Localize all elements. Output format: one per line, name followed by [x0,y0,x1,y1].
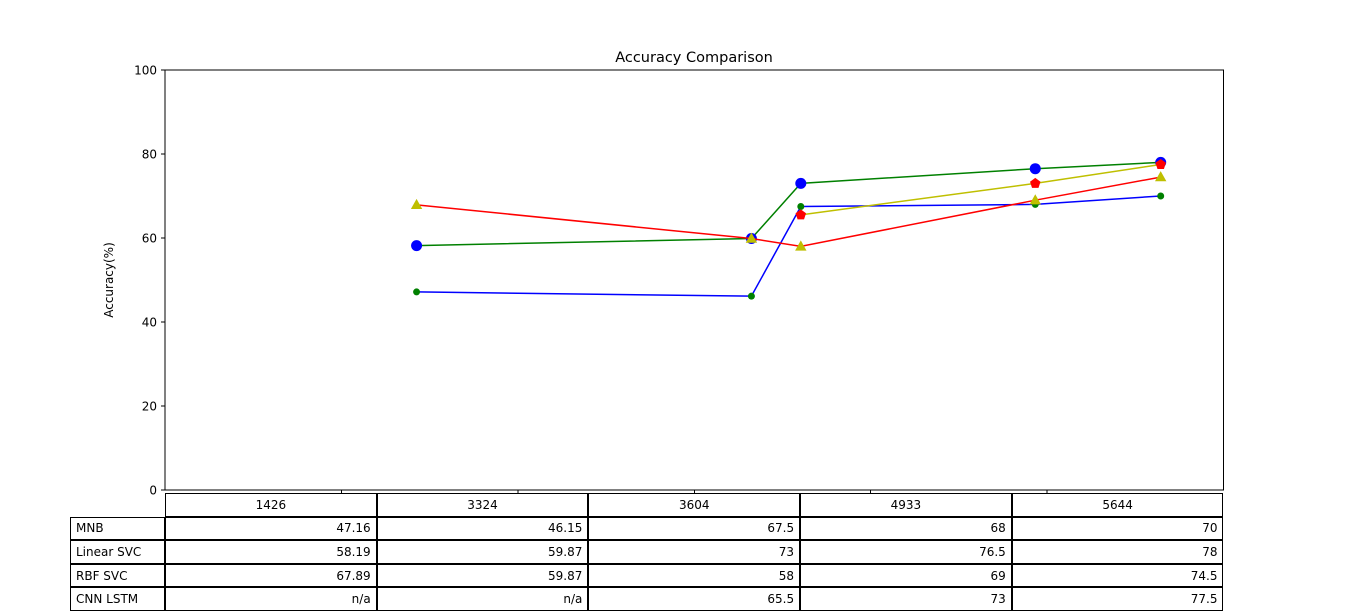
y-tick-label: 60 [142,232,157,246]
table-col-header: 3324 [376,493,589,517]
table-cell: 73 [800,587,1012,611]
series-marker-rbf-svc [410,198,423,210]
x-axis-ticks [340,490,1048,494]
plot-area-border [164,69,1224,491]
series-marker-linear-svc [1029,163,1041,175]
table-cell: 46.15 [376,516,589,541]
y-tick-label: 100 [134,64,157,78]
series-marker-rbf-svc [1154,171,1167,182]
table-cell: 69 [800,563,1012,588]
table-cell: 73 [588,540,801,564]
y-tick-label: 80 [142,148,157,162]
series-group [410,156,1167,300]
table-row-label: CNN LSTM [70,587,165,611]
series-marker-mnb [1157,192,1165,200]
table-cell: 68 [800,516,1012,541]
chart-title: Accuracy Comparison [615,50,773,66]
y-axis-ticks: 0 20 40 60 80 100 [134,64,165,498]
table-cell: 76.5 [800,540,1012,564]
table-cell: n/a [376,587,589,611]
table-col-header: 3604 [588,493,801,517]
series-marker-rbf-svc [795,240,807,251]
table-cell: 59.87 [376,563,589,588]
series-marker-cnn-lstm [1155,159,1166,169]
y-tick-label: 0 [149,484,157,498]
table-cell: 67.5 [588,516,801,541]
table-cell: 78 [1011,540,1224,564]
y-axis-label: Accuracy(%) [102,242,116,318]
table-cell: 67.89 [165,563,377,588]
table-col-header: 4933 [800,493,1012,517]
series-line-mnb [416,195,1161,297]
table-col-header: 5644 [1011,493,1224,517]
table-cell: 65.5 [588,587,801,611]
table-col-header: 1426 [165,493,377,517]
y-tick-label: 20 [142,400,157,414]
table-cell: 58.19 [165,540,377,564]
series-marker-mnb [797,203,805,210]
table-cell: 70 [1011,516,1224,541]
table-cell: 77.5 [1011,587,1224,611]
table-cell: 74.5 [1011,563,1224,588]
table-cell: n/a [165,587,377,611]
series-marker-cnn-lstm [1030,177,1041,188]
series-marker-mnb [747,292,755,300]
table-cell: 59.87 [376,540,589,564]
series-marker-mnb [413,288,421,296]
series-marker-rbf-svc [1029,194,1041,205]
series-marker-linear-svc [795,177,807,189]
table-row-label: MNB [70,516,165,541]
table-row-label: Linear SVC [70,540,165,564]
table-cell: 47.16 [165,516,377,541]
series-marker-cnn-lstm [795,209,807,220]
table-row-label: RBF SVC [70,563,165,588]
series-marker-rbf-svc [745,232,758,243]
table-cell: 58 [588,563,801,588]
series-marker-linear-svc [411,240,423,252]
y-tick-label: 40 [142,316,157,330]
series-line-rbf-svc [416,176,1161,248]
